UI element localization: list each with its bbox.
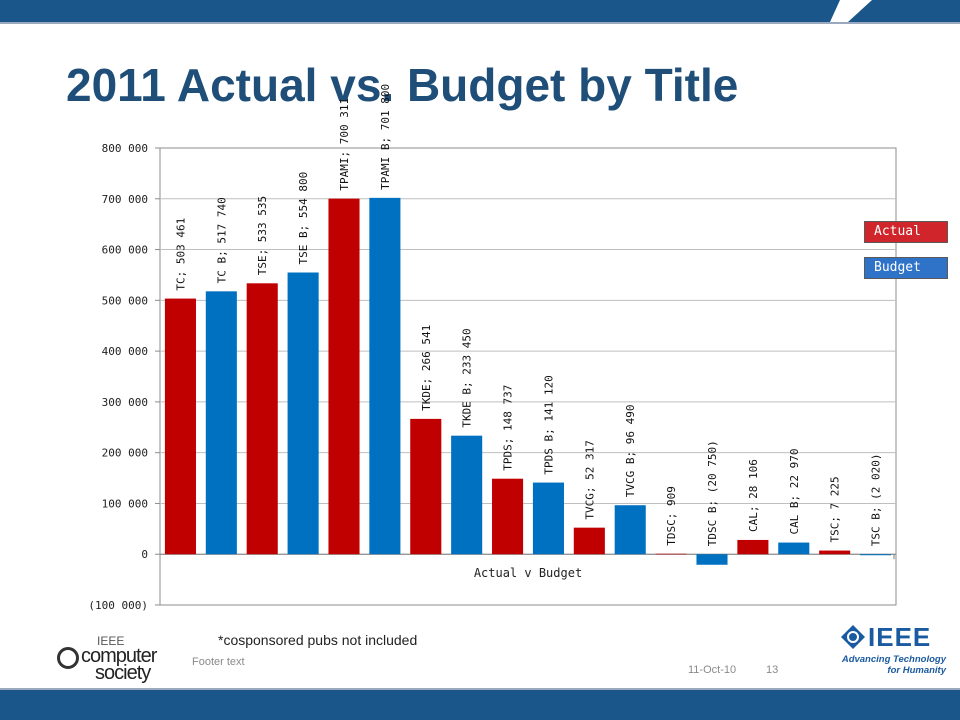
footer-text: Footer text [192, 656, 245, 668]
data-label: TDSC B; (20 750) [706, 440, 719, 546]
data-label: TVCG; 52 317 [583, 440, 596, 519]
page-number: 13 [766, 664, 779, 676]
computer-society-logo-line2: society [95, 662, 151, 684]
data-label: TPAMI B; 701 800 [379, 84, 392, 190]
bar-tpami-b [369, 197, 401, 555]
data-label: TSC B; (2 020) [870, 454, 883, 547]
y-tick-label: 800 000 [102, 142, 148, 155]
y-tick-label: 300 000 [102, 396, 148, 409]
data-label: TC; 503 461 [174, 218, 187, 291]
y-tick-label: 100 000 [102, 497, 148, 510]
ieee-logo-word: IEEE [868, 622, 932, 652]
data-label: TSC; 7 225 [829, 476, 842, 542]
bar-tdsc-b [696, 554, 728, 565]
data-label: TVCG B; 96 490 [624, 405, 637, 498]
data-label: TPDS; 148 737 [502, 385, 515, 471]
plot-area [159, 147, 897, 606]
data-label: TKDE B; 233 450 [461, 328, 474, 427]
bar-tse-b [287, 272, 319, 555]
bar-tse [246, 283, 278, 555]
top-band [0, 0, 960, 24]
computer-society-emblem-icon [57, 647, 79, 669]
bar-tkde [410, 418, 442, 555]
legend-item-budget: Budget [864, 257, 948, 279]
ieee-tagline-line1: Advancing Technology [841, 654, 946, 665]
bar-tpami [328, 198, 360, 555]
bar-cal [737, 539, 769, 555]
ieee-diamond-icon [841, 625, 865, 649]
y-tick-label: 200 000 [102, 447, 148, 460]
bar-tc [164, 298, 196, 555]
data-label: CAL B; 22 970 [788, 448, 801, 534]
y-tick-label: 700 000 [102, 193, 148, 206]
bar-tpds [492, 478, 524, 555]
data-label: CAL; 28 106 [747, 459, 760, 532]
bar-tpds-b [532, 482, 564, 555]
computer-society-logo-line1: computer [81, 645, 157, 667]
ieee-tagline-line2: for Humanity [887, 665, 946, 676]
slide-title: 2011 Actual vs. Budget by Title [66, 59, 739, 111]
footer-divider [0, 688, 960, 690]
data-label: TKDE; 266 541 [420, 325, 433, 411]
footnote: *cosponsored pubs not included [218, 632, 418, 648]
bar-cal-b [778, 542, 810, 555]
data-label: TDSC; 909 [665, 486, 678, 546]
bar-tc-b [205, 291, 237, 555]
legend-item-actual: Actual [864, 221, 948, 243]
ieee-logo: IEEE Advancing Technology for Humanity [838, 620, 948, 680]
data-label: TC B; 517 740 [215, 197, 228, 283]
bar-tdsc [655, 553, 687, 555]
y-tick-label: 600 000 [102, 244, 148, 257]
computer-society-logo-ieee: IEEE [97, 634, 125, 648]
data-label: TPAMI; 700 311 [338, 98, 351, 191]
bar-tvcg [573, 527, 605, 555]
bar-tvcg-b [614, 505, 646, 555]
bar-tkde-b [451, 435, 483, 555]
data-label: TPDS B; 141 120 [542, 375, 555, 474]
bar-tsc-b [860, 554, 892, 556]
data-label: TSE B; 554 800 [297, 172, 310, 265]
y-tick-label: (100 000) [88, 599, 148, 612]
bottom-band [0, 690, 960, 720]
y-tick-label: 400 000 [102, 345, 148, 358]
computer-society-logo: IEEE computer society [55, 634, 185, 684]
bar-tsc [819, 550, 851, 555]
data-label: TSE; 533 535 [256, 196, 269, 275]
ieee-tagline: Advancing Technology for Humanity [838, 654, 946, 676]
x-axis-title: Actual v Budget [474, 566, 582, 580]
footer-date: 11-Oct-10 [688, 664, 737, 676]
y-tick-label: 0 [141, 548, 148, 561]
y-tick-label: 500 000 [102, 294, 148, 307]
